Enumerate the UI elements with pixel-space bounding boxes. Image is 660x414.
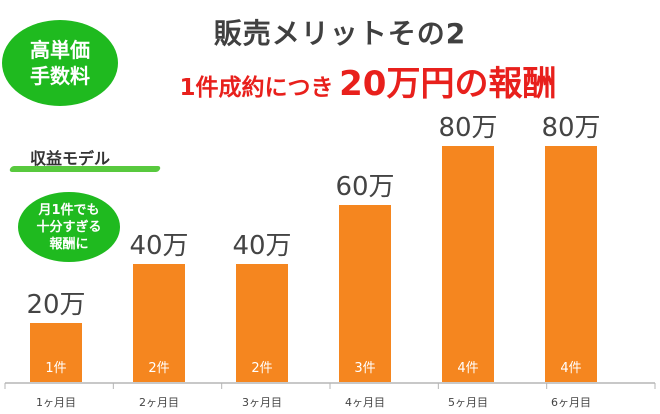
bar-value-label: 60万 — [335, 172, 394, 202]
page-title: 販売メリットその2 — [213, 17, 467, 50]
subtitle-emphasis: 20万円の報酬 — [339, 64, 557, 104]
bar — [545, 146, 597, 382]
high-commission-badge: 高単価 手数料 — [2, 20, 118, 106]
x-tick-label: 4ヶ月目 — [345, 396, 385, 409]
bar-count-label: 2件 — [148, 361, 169, 376]
bar-value-label: 80万 — [541, 113, 600, 143]
bar-count-label: 4件 — [560, 361, 581, 376]
model-label: 収益モデル — [30, 149, 111, 168]
x-tick-label: 3ヶ月目 — [242, 396, 282, 409]
bar — [442, 146, 494, 382]
badge-line-1: 高単価 — [30, 38, 90, 62]
bar-count-label: 1件 — [45, 361, 66, 376]
bar-value-label: 40万 — [232, 231, 291, 261]
x-tick-label: 6ヶ月目 — [551, 396, 591, 409]
bar — [133, 264, 185, 382]
bar — [236, 264, 288, 382]
bar-count-label: 3件 — [354, 361, 375, 376]
subtitle: 1件成約につき 20万円の報酬 — [118, 56, 618, 105]
bar-value-label: 80万 — [438, 113, 497, 143]
x-tick-label: 1ヶ月目 — [36, 396, 76, 409]
monthly-reward-badge: 月1件でも 十分すぎる 報酬に — [18, 192, 120, 262]
side-badge-line-1: 月1件でも — [38, 202, 100, 218]
bar-value-label: 40万 — [129, 231, 188, 261]
bar-value-label: 20万 — [26, 290, 85, 320]
bar — [30, 323, 82, 382]
side-badge-line-2: 十分すぎる — [36, 219, 102, 235]
subtitle-prefix: 1件成約につき — [179, 75, 334, 101]
bar-count-label: 4件 — [457, 361, 478, 376]
x-tick-label: 2ヶ月目 — [139, 396, 179, 409]
bar-count-label: 2件 — [251, 361, 272, 376]
bar — [339, 205, 391, 382]
side-badge-line-3: 報酬に — [49, 236, 89, 252]
x-tick-label: 5ヶ月目 — [448, 396, 488, 409]
badge-line-2: 手数料 — [30, 64, 90, 88]
